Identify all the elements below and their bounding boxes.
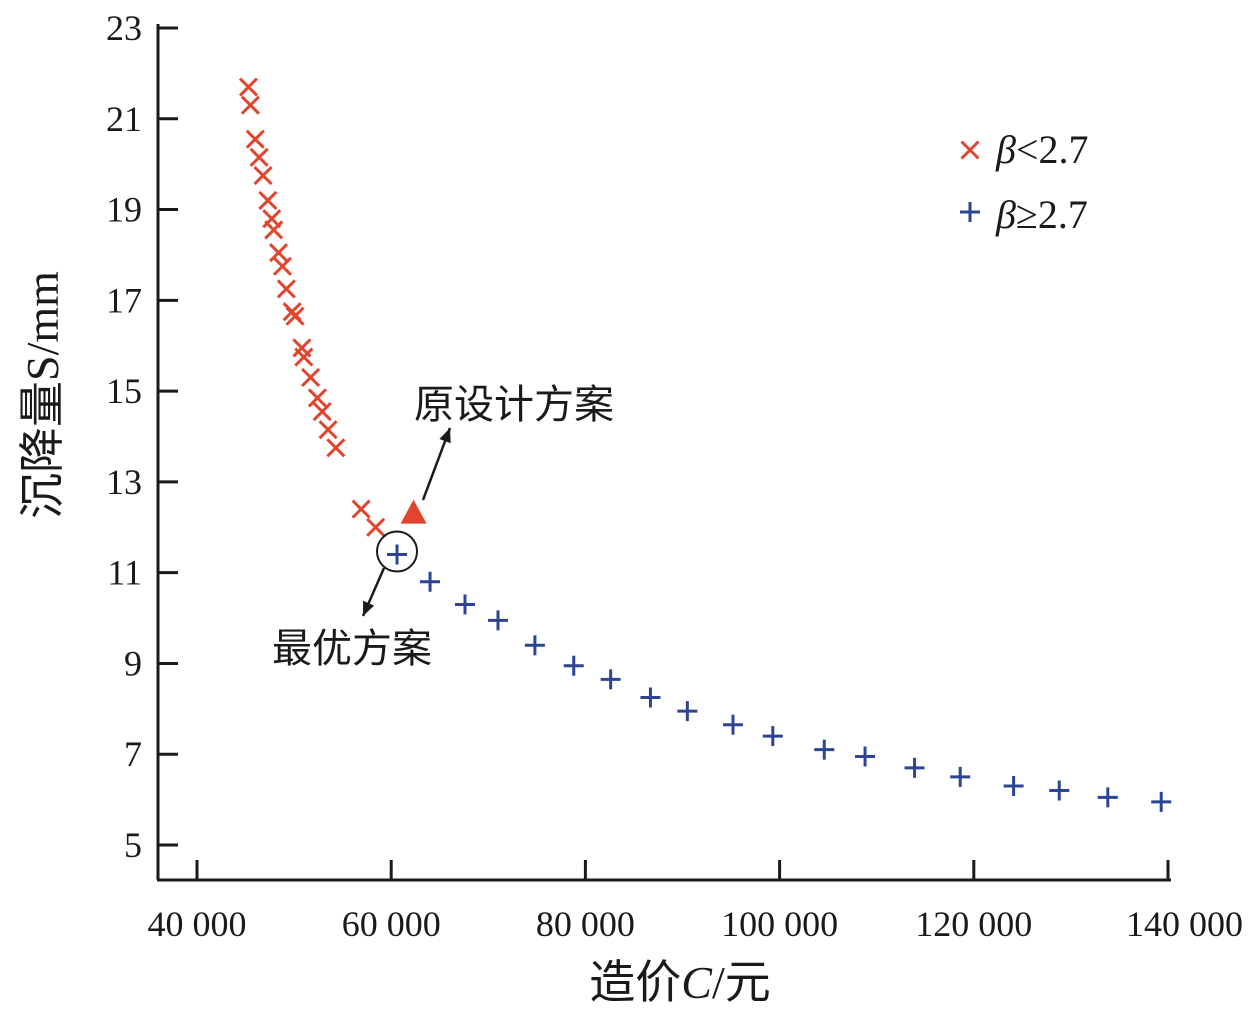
annotation-original-design: 原设计方案 bbox=[414, 382, 614, 427]
point-high-beta bbox=[454, 594, 475, 615]
point-high-beta bbox=[600, 669, 621, 690]
y-tick-label: 19 bbox=[106, 190, 142, 230]
legend-item-high-beta: β≥2.7 bbox=[960, 192, 1088, 237]
point-low-beta bbox=[240, 95, 260, 115]
point-low-beta bbox=[294, 347, 314, 367]
y-axis-title-main: 沉降量 bbox=[17, 381, 68, 519]
legend-marker-x bbox=[960, 140, 980, 160]
optimal-design-arrow bbox=[361, 567, 386, 617]
point-high-beta bbox=[855, 746, 876, 767]
legend-x-mark bbox=[960, 140, 980, 160]
data-points bbox=[238, 77, 1172, 812]
annotations bbox=[361, 427, 452, 617]
legend-item-low-beta: β<2.7 bbox=[960, 127, 1088, 172]
point-low-beta bbox=[258, 190, 278, 211]
point-high-beta bbox=[904, 757, 925, 778]
point-low-beta bbox=[312, 401, 332, 422]
point-high-beta bbox=[1151, 791, 1172, 812]
point-low-beta bbox=[307, 388, 327, 408]
y-tick-label: 11 bbox=[107, 553, 142, 593]
point-high-beta bbox=[420, 571, 441, 592]
x-axis-title-var: C bbox=[681, 957, 713, 1008]
legend-label-high-beta-rest: ≥2.7 bbox=[1016, 192, 1088, 237]
point-high-beta bbox=[1097, 787, 1118, 808]
axes bbox=[156, 24, 1171, 882]
x-tick-label: 100 000 bbox=[721, 904, 838, 944]
legend-label-low-beta: β<2.7 bbox=[995, 127, 1088, 172]
point-low-beta bbox=[301, 367, 321, 388]
x-axis-title-main: 造价 bbox=[589, 957, 681, 1008]
legend-label-high-beta-var: β bbox=[995, 192, 1016, 237]
point-high-beta bbox=[488, 610, 509, 631]
point-low-beta bbox=[269, 243, 289, 263]
point-low-beta bbox=[238, 77, 259, 97]
y-tick-label: 21 bbox=[106, 99, 142, 139]
point-low-beta bbox=[245, 129, 265, 149]
original-design-triangle bbox=[400, 499, 427, 524]
legend-plus-mark bbox=[960, 202, 980, 222]
legend: β<2.7 β≥2.7 bbox=[960, 127, 1088, 237]
legend-label-high-beta: β≥2.7 bbox=[995, 192, 1088, 237]
point-low-beta bbox=[272, 256, 293, 276]
x-tick-label: 120 000 bbox=[915, 904, 1032, 944]
y-axis-title: 沉降量S/mm bbox=[17, 271, 68, 519]
point-low-beta bbox=[253, 165, 273, 186]
legend-label-low-beta-var: β bbox=[995, 127, 1016, 172]
original-design-arrow bbox=[421, 427, 452, 501]
y-tick-label: 13 bbox=[106, 462, 142, 502]
point-high-beta bbox=[563, 655, 584, 676]
legend-label-low-beta-rest: <2.7 bbox=[1016, 127, 1089, 172]
point-high-beta bbox=[814, 739, 835, 760]
y-tick-label: 7 bbox=[124, 734, 142, 774]
legend-marker-plus bbox=[960, 202, 980, 222]
x-axis-title: 造价C/元 bbox=[589, 957, 770, 1008]
annotation-optimal-design: 最优方案 bbox=[272, 626, 432, 671]
point-low-beta bbox=[249, 147, 269, 167]
point-low-beta bbox=[318, 420, 338, 440]
point-high-beta bbox=[950, 766, 971, 787]
point-low-beta bbox=[366, 517, 386, 537]
optimal-design-circle bbox=[376, 530, 419, 573]
point-high-beta bbox=[640, 687, 661, 708]
point-high-beta bbox=[524, 635, 545, 656]
point-low-beta bbox=[351, 499, 371, 519]
y-axis-title-var: S bbox=[17, 355, 68, 381]
y-tick-label: 23 bbox=[106, 8, 142, 48]
point-high-beta bbox=[1003, 775, 1024, 796]
point-low-beta bbox=[264, 220, 284, 240]
y-tick-label: 9 bbox=[124, 643, 142, 683]
x-tick-label: 140 000 bbox=[1126, 904, 1243, 944]
x-axis-title-unit: /元 bbox=[712, 957, 771, 1008]
y-tick-label: 15 bbox=[106, 371, 142, 411]
point-high-beta bbox=[1049, 780, 1070, 801]
y-axis-title-unit: /mm bbox=[17, 271, 68, 356]
x-tick-label: 40 000 bbox=[148, 904, 247, 944]
x-tick-label: 80 000 bbox=[536, 904, 635, 944]
point-low-beta bbox=[276, 279, 296, 299]
point-high-beta bbox=[387, 544, 408, 565]
y-tick-label: 17 bbox=[106, 280, 142, 320]
x-tick-label: 60 000 bbox=[342, 904, 441, 944]
point-high-beta bbox=[762, 726, 783, 747]
point-low-beta bbox=[285, 306, 305, 326]
ticks: 5 7 9 11 13 15 17 19 21 23 40 000 60 000 80 000 100 0… bbox=[106, 8, 1243, 944]
point-high-beta bbox=[677, 701, 698, 722]
y-tick-label: 5 bbox=[124, 825, 142, 865]
point-low-beta bbox=[326, 438, 346, 458]
point-high-beta bbox=[722, 714, 743, 735]
